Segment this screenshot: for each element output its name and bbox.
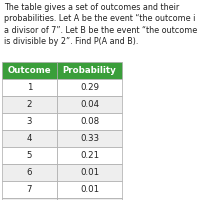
- Bar: [57, 96, 122, 113]
- Text: Outcome: Outcome: [8, 66, 51, 75]
- Text: 2: 2: [27, 100, 32, 109]
- Text: Probability: Probability: [63, 66, 116, 75]
- Bar: [2, 62, 57, 79]
- Text: 0.33: 0.33: [80, 134, 99, 143]
- Bar: [57, 79, 122, 96]
- Text: 1: 1: [27, 83, 32, 92]
- Text: 0.01: 0.01: [80, 168, 99, 177]
- Bar: [57, 147, 122, 164]
- Bar: [57, 198, 122, 200]
- Bar: [2, 147, 57, 164]
- Text: 4: 4: [27, 134, 32, 143]
- Bar: [57, 181, 122, 198]
- Bar: [2, 181, 57, 198]
- Bar: [2, 96, 57, 113]
- Bar: [57, 164, 122, 181]
- Bar: [57, 130, 122, 147]
- Bar: [2, 130, 57, 147]
- Text: The table gives a set of outcomes and their
probabilities. Let A be the event “t: The table gives a set of outcomes and th…: [4, 3, 197, 46]
- Bar: [2, 79, 57, 96]
- Text: 3: 3: [27, 117, 32, 126]
- Bar: [57, 62, 122, 79]
- Text: 0.21: 0.21: [80, 151, 99, 160]
- Text: 0.08: 0.08: [80, 117, 99, 126]
- Bar: [2, 113, 57, 130]
- Bar: [2, 198, 57, 200]
- Bar: [57, 113, 122, 130]
- Text: 0.04: 0.04: [80, 100, 99, 109]
- Text: 7: 7: [27, 185, 32, 194]
- Text: 0.29: 0.29: [80, 83, 99, 92]
- Text: 5: 5: [27, 151, 32, 160]
- Text: 0.01: 0.01: [80, 185, 99, 194]
- Bar: [2, 164, 57, 181]
- Text: 6: 6: [27, 168, 32, 177]
